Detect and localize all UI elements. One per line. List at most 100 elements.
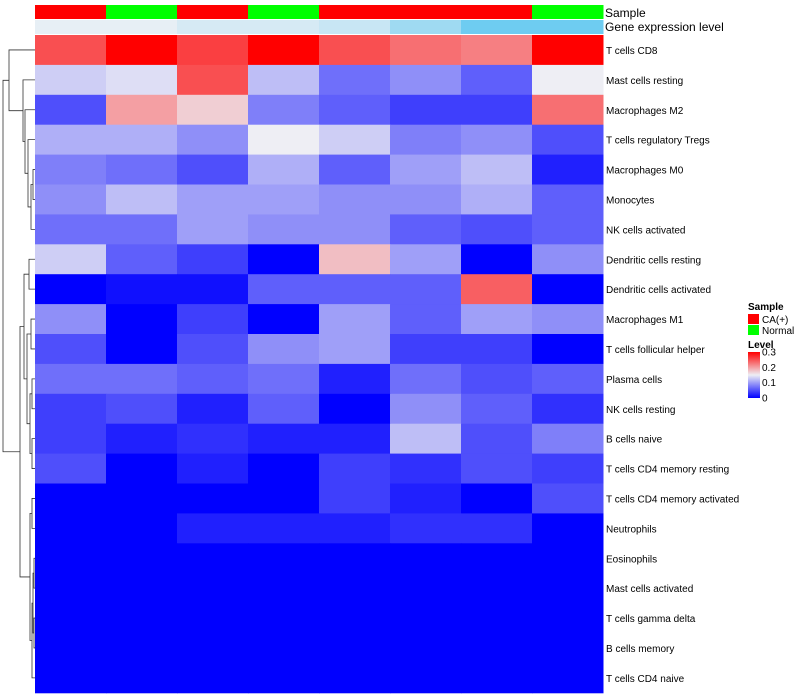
- heatmap-cell: [35, 483, 107, 514]
- heatmap-cell: [319, 662, 391, 694]
- sample-legend-label: Normal: [762, 326, 794, 337]
- heatmap-cell: [532, 214, 604, 245]
- heatmap-cell: [461, 543, 533, 574]
- heatmap-cell: [106, 244, 178, 275]
- heatmap-cell: [177, 304, 249, 335]
- gene-expression-annotation-cell: [390, 20, 462, 34]
- level-legend-tick: 0.2: [762, 363, 776, 374]
- heatmap-cell: [532, 64, 604, 96]
- heatmap-cell: [461, 154, 533, 185]
- heatmap-cell: [532, 244, 604, 275]
- gene-expression-annotation-cell: [35, 20, 107, 34]
- dendrogram-branch: [31, 498, 35, 529]
- level-legend: Level 0.3 0.2 0.1 0: [748, 340, 776, 405]
- heatmap-cell: [35, 154, 107, 185]
- dendrogram-branch: [32, 169, 35, 200]
- heatmap-cell: [390, 423, 462, 455]
- heatmap-cell: [106, 124, 178, 156]
- heatmap-cell: [319, 603, 391, 634]
- heatmap-cell: [532, 363, 604, 395]
- sample-annotation-cell: [35, 5, 107, 19]
- heatmap-cell: [35, 184, 107, 215]
- heatmap-cell: [390, 154, 462, 185]
- heatmap-cell: [532, 633, 604, 664]
- heatmap-cell: [461, 393, 533, 425]
- row-label: Neutrophils: [606, 524, 657, 535]
- heatmap-cell: [248, 94, 320, 126]
- heatmap-cell: [35, 573, 107, 604]
- heatmap-cell: [106, 64, 178, 96]
- heatmap-cell: [390, 334, 462, 365]
- heatmap-cell: [106, 573, 178, 604]
- heatmap-cell: [319, 35, 391, 66]
- heatmap-cell: [35, 64, 107, 96]
- heatmap-cell: [390, 304, 462, 335]
- heatmap-cell: [248, 453, 320, 484]
- heatmap-cell: [461, 423, 533, 455]
- heatmap-cell: [319, 154, 391, 185]
- heatmap-cell: [461, 35, 533, 66]
- row-label: NK cells resting: [606, 405, 675, 416]
- heatmap-cell: [319, 214, 391, 245]
- gene-expression-annotation-cell: [319, 20, 391, 34]
- heatmap-cell: [532, 423, 604, 455]
- heatmap-cell: [35, 513, 107, 544]
- heatmap-cell: [461, 274, 533, 305]
- gene-expression-annotation-cell: [461, 20, 533, 34]
- heatmap-cell: [390, 274, 462, 305]
- heatmap-cell: [177, 64, 249, 96]
- heatmap-cell: [177, 423, 249, 455]
- gene-expression-annotation-cell: [248, 20, 320, 34]
- heatmap-cell: [319, 543, 391, 574]
- heatmap-cell: [106, 543, 178, 574]
- heatmap-cell: [532, 603, 604, 634]
- heatmap-cell: [461, 334, 533, 365]
- heatmap-cell: [35, 633, 107, 664]
- dendrogram-branch: [8, 49, 35, 112]
- heatmap-cell: [35, 662, 107, 694]
- dendrogram-branch: [30, 318, 35, 350]
- heatmap-cell: [106, 423, 178, 455]
- heatmap-cell: [532, 543, 604, 574]
- heatmap-cell: [177, 543, 249, 574]
- heatmap-cell: [319, 334, 391, 365]
- heatmap-cell: [177, 334, 249, 365]
- heatmap-cell: [248, 184, 320, 215]
- heatmap-cell: [461, 633, 533, 664]
- heatmap-cell: [319, 513, 391, 544]
- row-label: NK cells activated: [606, 225, 685, 236]
- heatmap-cell: [106, 154, 178, 185]
- row-label: Mast cells resting: [606, 76, 683, 87]
- level-colorbar: [748, 352, 760, 398]
- heatmap-cell: [390, 453, 462, 484]
- heatmap-cell: [390, 393, 462, 425]
- row-label: Macrophages M2: [606, 106, 684, 117]
- heatmap-cell: [106, 94, 178, 126]
- heatmap-cell: [390, 573, 462, 604]
- heatmap-cell: [35, 603, 107, 634]
- dendrogram-branch: [31, 438, 35, 469]
- heatmap-cell: [106, 274, 178, 305]
- row-label: T cells CD4 memory resting: [606, 465, 729, 476]
- heatmap-cell: [35, 214, 107, 245]
- dendrogram-branch: [31, 378, 35, 410]
- heatmap-cell: [390, 363, 462, 395]
- heatmap-cell: [532, 393, 604, 425]
- heatmap-cell: [177, 244, 249, 275]
- row-label: T cells CD8: [606, 46, 658, 57]
- heatmap-cell: [35, 453, 107, 484]
- heatmap-cell: [248, 662, 320, 694]
- row-label: B cells naive: [606, 435, 663, 446]
- level-legend-title: Level: [748, 340, 774, 351]
- heatmap-cell: [177, 453, 249, 484]
- dendrogram-branch: [33, 557, 35, 589]
- heatmap-cell: [461, 453, 533, 484]
- row-dendrogram: [2, 49, 35, 679]
- sample-legend-label: CA(+): [762, 315, 788, 326]
- heatmap-cell: [177, 363, 249, 395]
- heatmap-cell: [319, 393, 391, 425]
- sample-annotation-cell: [177, 5, 249, 19]
- heatmap-cell: [248, 244, 320, 275]
- heatmap-cell: [35, 244, 107, 275]
